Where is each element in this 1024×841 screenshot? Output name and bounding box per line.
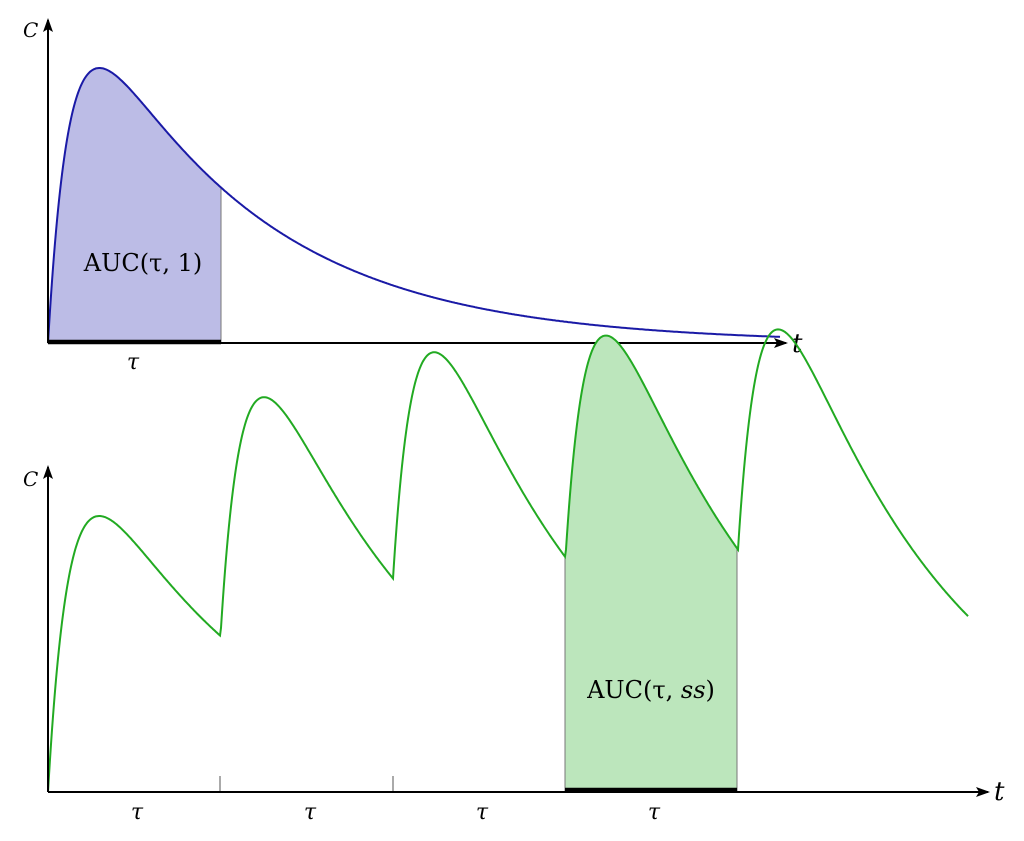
bottom-x-axis-label: t <box>994 777 1005 807</box>
auc-ss-variable: ss <box>681 676 706 704</box>
top-y-axis-label: C <box>23 18 38 42</box>
bottom-y-axis-label: C <box>23 467 38 491</box>
auc-single-dose-label: AUC(τ, 1) <box>83 249 202 277</box>
auc-ss-prefix: AUC(τ, <box>586 676 681 704</box>
bottom-interval-label-4: τ <box>648 800 661 825</box>
bottom-interval-label-2: τ <box>304 800 317 825</box>
auc-steady-state-area <box>564 335 738 793</box>
top-x-axis-label: t <box>792 329 803 359</box>
top-interval-label: τ <box>127 350 140 375</box>
single-dose-concentration-curve <box>47 67 781 344</box>
bottom-interval-label-3: τ <box>476 800 489 825</box>
auc-ss-suffix: ) <box>706 676 715 704</box>
auc-steady-state-label: AUC(τ, ss) <box>586 676 715 704</box>
multiple-dose-concentration-curve <box>47 328 969 793</box>
multiple-dose-plot: C t τ τ τ τ AUC(τ, ss) <box>23 328 1005 825</box>
bottom-interval-label-1: τ <box>131 800 144 825</box>
single-dose-plot: C t τ AUC(τ, 1) <box>23 18 803 375</box>
